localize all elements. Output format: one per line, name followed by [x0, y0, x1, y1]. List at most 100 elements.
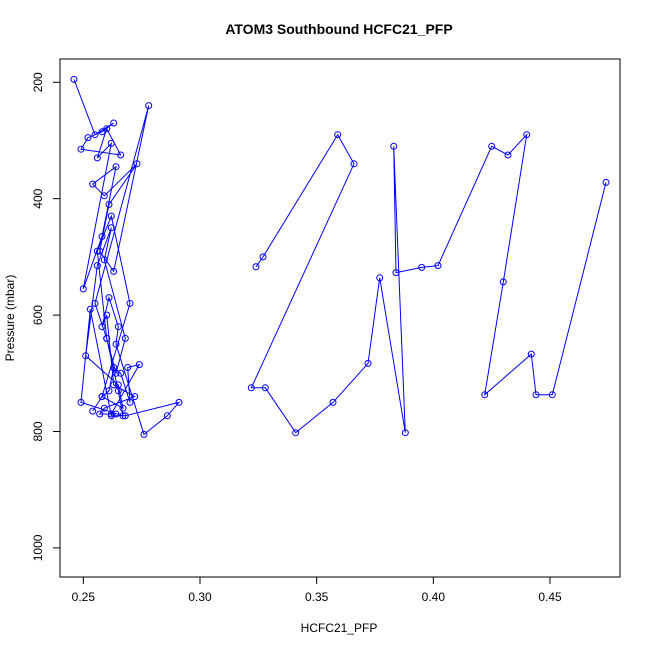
data-point	[124, 364, 132, 371]
series-line-0	[73, 79, 181, 436]
data-point	[110, 364, 118, 371]
y-tick-label: 1000	[31, 534, 45, 561]
data-point	[93, 154, 101, 162]
x-tick-label: 0.30	[188, 590, 212, 604]
data-point	[100, 192, 108, 200]
data-point	[86, 305, 94, 313]
data-point	[175, 398, 183, 406]
data-point	[259, 253, 267, 261]
data-point	[133, 160, 141, 168]
data-point	[532, 391, 540, 399]
y-tick-label: 400	[31, 188, 45, 208]
data-point	[112, 340, 120, 348]
data-point	[77, 398, 85, 406]
data-point	[98, 393, 106, 401]
data-point	[119, 404, 127, 412]
data-point	[103, 125, 111, 133]
data-point	[114, 323, 122, 331]
y-axis-label: Pressure (mbar)	[3, 275, 17, 362]
data-point	[292, 429, 300, 437]
data-point	[79, 285, 87, 293]
data-point	[602, 178, 610, 186]
chart-title: ATOM3 Southbound HCFC21_PFP	[225, 21, 452, 37]
data-point	[107, 212, 115, 220]
data-point	[140, 430, 148, 438]
x-tick-label: 0.35	[305, 590, 329, 604]
data-point	[110, 267, 118, 275]
data-point	[117, 369, 125, 377]
data-point	[82, 352, 90, 360]
data-point	[126, 299, 134, 307]
data-point	[107, 139, 115, 147]
data-point	[481, 391, 489, 399]
data-point	[110, 119, 118, 127]
data-point	[499, 278, 507, 286]
data-point	[93, 247, 101, 255]
data-point	[70, 75, 78, 83]
y-tick-label: 200	[31, 72, 45, 92]
data-point	[135, 361, 143, 369]
data-point	[110, 381, 118, 389]
y-tick-label: 600	[31, 305, 45, 325]
data-point	[105, 201, 113, 208]
data-point	[126, 398, 134, 406]
data-point	[364, 359, 372, 367]
data-point	[121, 412, 129, 420]
data-point	[96, 247, 104, 255]
data-point	[112, 369, 120, 377]
data-point	[392, 269, 400, 277]
data-point	[96, 410, 104, 418]
data-point	[91, 299, 99, 307]
data-point	[107, 224, 115, 232]
data-point	[376, 274, 384, 282]
data-point	[548, 391, 556, 399]
data-point	[329, 398, 337, 406]
data-point	[107, 412, 115, 420]
data-point	[93, 262, 101, 270]
data-point	[252, 263, 260, 271]
data-point	[117, 151, 125, 159]
data-point	[163, 412, 171, 420]
data-point	[247, 384, 255, 392]
data-point	[84, 134, 92, 142]
data-point	[145, 102, 153, 110]
data-point	[334, 131, 342, 139]
x-axis: 0.25 0.30 0.35 0.40 0.45	[72, 576, 562, 604]
data-point	[103, 311, 111, 319]
x-tick-label: 0.25	[72, 590, 96, 604]
data-point	[100, 256, 108, 264]
data-point	[418, 263, 426, 271]
x-tick-label: 0.45	[538, 590, 562, 604]
data-point	[89, 407, 97, 415]
data-point	[121, 334, 129, 342]
data-point	[77, 145, 85, 153]
data-point	[98, 233, 106, 240]
x-tick-label: 0.40	[422, 590, 446, 604]
data-point	[523, 131, 531, 139]
data-point	[105, 294, 113, 302]
data-point	[100, 404, 108, 412]
data-point	[98, 323, 106, 331]
data-point	[390, 142, 398, 150]
data-point	[91, 131, 99, 139]
data-point	[504, 151, 512, 159]
data-point	[112, 410, 120, 418]
data-point	[261, 384, 269, 392]
data-point	[89, 180, 97, 188]
data-point	[119, 412, 127, 420]
series-line-1	[250, 133, 607, 434]
y-axis: 200 400 600 800 1000	[31, 72, 61, 561]
data-point	[527, 350, 535, 358]
data-point	[112, 163, 120, 171]
data-point	[350, 160, 358, 168]
plot-area	[70, 75, 610, 438]
data-point	[434, 262, 442, 270]
x-axis-label: HCFC21_PFP	[301, 621, 378, 635]
y-tick-label: 800	[31, 421, 45, 441]
data-point	[131, 393, 139, 401]
data-point	[401, 429, 409, 437]
data-point	[114, 387, 122, 395]
data-point	[488, 142, 496, 150]
data-point	[103, 334, 111, 342]
